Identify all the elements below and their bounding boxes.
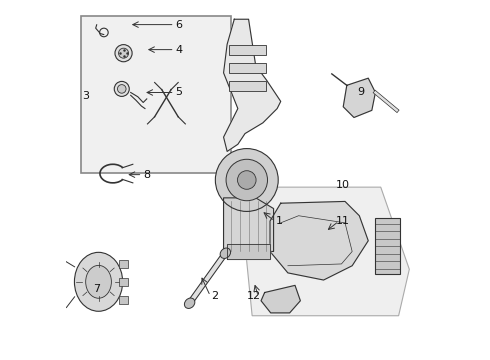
Text: 2: 2: [211, 291, 218, 301]
Text: 11: 11: [336, 216, 350, 226]
Ellipse shape: [114, 81, 129, 96]
Text: 7: 7: [93, 284, 100, 294]
Circle shape: [215, 149, 278, 211]
Bar: [119, 296, 128, 304]
Ellipse shape: [115, 45, 132, 62]
Bar: [375, 218, 400, 274]
Text: 4: 4: [175, 45, 182, 55]
Ellipse shape: [118, 85, 126, 93]
Text: 6: 6: [175, 19, 182, 30]
Ellipse shape: [86, 265, 111, 298]
Polygon shape: [227, 244, 270, 258]
Bar: [229, 63, 267, 73]
Polygon shape: [343, 78, 375, 117]
Bar: [229, 45, 267, 55]
Text: 10: 10: [336, 180, 350, 190]
Ellipse shape: [184, 298, 195, 309]
Text: 3: 3: [82, 91, 90, 101]
Polygon shape: [223, 198, 273, 251]
Polygon shape: [245, 187, 409, 316]
Text: 8: 8: [143, 170, 150, 180]
Bar: [229, 81, 267, 91]
Polygon shape: [261, 285, 300, 313]
Circle shape: [226, 159, 268, 201]
Ellipse shape: [220, 248, 231, 258]
Text: 1: 1: [275, 216, 282, 226]
Text: 12: 12: [247, 291, 261, 301]
Bar: [119, 278, 128, 286]
Circle shape: [238, 171, 256, 189]
Bar: [81, 16, 231, 173]
Bar: [119, 260, 128, 268]
Polygon shape: [270, 202, 368, 280]
Text: 5: 5: [175, 87, 182, 98]
Ellipse shape: [74, 252, 122, 311]
Polygon shape: [223, 19, 281, 152]
Text: 9: 9: [358, 87, 365, 98]
Ellipse shape: [119, 48, 128, 58]
